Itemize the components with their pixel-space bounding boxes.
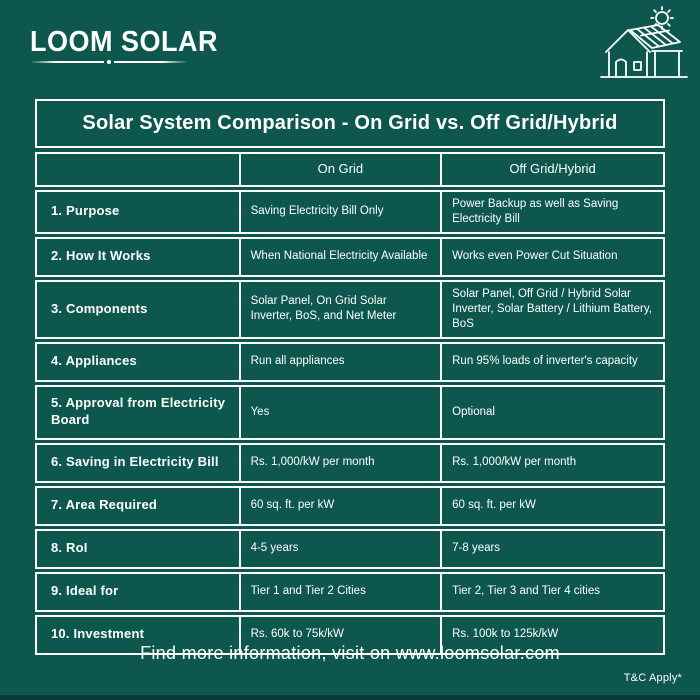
row-label: 10. Investment [51, 626, 145, 642]
row-label: 7. Area Required [51, 497, 158, 513]
on-grid-cell: Rs. 60k to 75k/kW [238, 616, 441, 653]
on-grid-cell: Rs. 1,000/kW per month [238, 444, 441, 481]
on-grid-cell: When National Electricity Available [238, 238, 441, 275]
off-grid-cell: 60 sq. ft. per kW [440, 487, 663, 524]
row-label: 5. Approval from Electricity Board [51, 395, 226, 428]
table-row: 5. Approval from Electricity Board Yes O… [35, 384, 665, 440]
row-label: 1. Purpose [51, 203, 120, 219]
row-label: 2. How It Works [51, 248, 151, 264]
row-label: 4. Appliances [51, 353, 137, 369]
table-row: 9. Ideal for Tier 1 and Tier 2 Cities Ti… [35, 571, 665, 612]
off-grid-cell: 7-8 years [440, 530, 663, 567]
table-row: 3. Components Solar Panel, On Grid Solar… [35, 279, 665, 339]
column-header-on-grid: On Grid [238, 154, 441, 185]
table-row: 6. Saving in Electricity Bill Rs. 1,000/… [35, 442, 665, 483]
off-grid-cell: Tier 2, Tier 3 and Tier 4 cities [440, 573, 663, 610]
off-grid-cell: Power Backup as well as Saving Electrici… [440, 192, 663, 232]
page-title: Solar System Comparison - On Grid vs. Of… [35, 99, 665, 148]
off-grid-cell: Optional [440, 386, 663, 438]
off-grid-cell: Rs. 1,000/kW per month [440, 444, 663, 481]
on-grid-cell: Solar Panel, On Grid Solar Inverter, BoS… [238, 281, 441, 337]
page-title-text: Solar System Comparison - On Grid vs. Of… [82, 112, 618, 134]
on-grid-cell: Yes [238, 386, 441, 438]
bottom-strip [0, 695, 700, 700]
footer-info-text: Find more information, visit on www.loom… [140, 643, 560, 663]
brand-logo-text: LOOM SOLAR [30, 26, 218, 58]
off-grid-cell: Solar Panel, Off Grid / Hybrid Solar Inv… [440, 281, 663, 337]
table-row: 7. Area Required 60 sq. ft. per kW 60 sq… [35, 485, 665, 526]
sun-icon [655, 11, 669, 25]
table-header-row: On Grid Off Grid/Hybrid [35, 152, 665, 187]
column-header-blank [37, 154, 239, 185]
table-row: 8. RoI 4-5 years 7-8 years [35, 528, 665, 569]
solar-house-with-sun-icon [598, 4, 690, 84]
table-row: 2. How It Works When National Electricit… [35, 236, 665, 277]
row-label: 9. Ideal for [51, 583, 119, 599]
off-grid-cell: Run 95% loads of inverter's capacity [440, 343, 663, 380]
column-header-off-grid-hybrid: Off Grid/Hybrid [440, 154, 663, 185]
brand-logo: LOOM SOLAR [30, 26, 218, 64]
off-grid-cell: Works even Power Cut Situation [440, 238, 663, 275]
row-label: 3. Components [51, 300, 148, 316]
table-row: 10. Investment Rs. 60k to 75k/kW Rs. 100… [35, 614, 665, 655]
on-grid-cell: Tier 1 and Tier 2 Cities [238, 573, 441, 610]
table-row: 4. Appliances Run all appliances Run 95%… [35, 341, 665, 382]
on-grid-cell: Run all appliances [238, 343, 441, 380]
row-label: 6. Saving in Electricity Bill [51, 454, 219, 470]
table-row: 1. Purpose Saving Electricity Bill Only … [35, 190, 665, 234]
row-label: 8. RoI [51, 540, 88, 556]
on-grid-cell: 4-5 years [238, 530, 441, 567]
off-grid-cell: Rs. 100k to 125k/kW [440, 616, 663, 653]
comparison-table: On Grid Off Grid/Hybrid 1. Purpose Savin… [35, 152, 665, 655]
on-grid-cell: 60 sq. ft. per kW [238, 487, 441, 524]
terms-note: T&C Apply* [623, 672, 682, 684]
table-body: 1. Purpose Saving Electricity Bill Only … [35, 190, 665, 655]
logo-underline [30, 60, 188, 64]
on-grid-cell: Saving Electricity Bill Only [238, 192, 441, 232]
